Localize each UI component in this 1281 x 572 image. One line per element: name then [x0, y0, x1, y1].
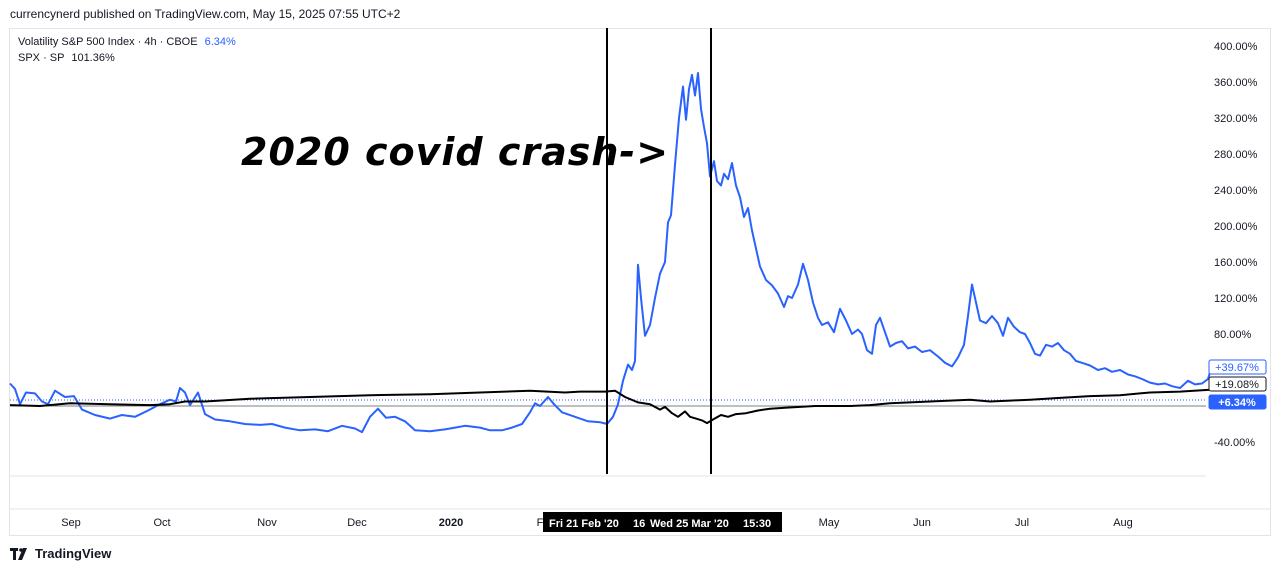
y-tick-label-3: 280.00% [1214, 149, 1258, 161]
legend-vix-label: Volatility S&P 500 Index · 4h · CBOE [18, 36, 198, 48]
price-scale: 400.00% 360.00% 320.00% 280.00% 240.00% 200.0… [1214, 41, 1258, 449]
y-tick-label-5: 200.00% [1214, 221, 1258, 233]
price-labels: +39.67% +19.08% +6.34% [1208, 359, 1267, 410]
price-label-box-0 [1208, 359, 1267, 375]
crosshair-date-labels: Fri 21 Feb '20 16 Wed 25 Mar '20 15:30 [549, 518, 771, 530]
legend-vix-value: 6.34% [204, 36, 236, 48]
crosshair-label-bg [543, 512, 782, 532]
crosshair-date-2: Wed 25 Mar '20 [650, 518, 729, 530]
chart-annotation: 2020 covid crash-> [241, 130, 670, 174]
x-tick-label-1: Oct [153, 517, 170, 529]
x-tick-label-2: Nov [257, 517, 277, 529]
chart-frame [9, 28, 1271, 536]
x-tick-label-6: May [819, 517, 840, 529]
y-tick-label-0: 400.00% [1214, 41, 1258, 53]
x-tick-label-8: Jul [1015, 517, 1029, 529]
y-tick-label-9: -40.00% [1214, 437, 1255, 449]
month-labels: Sep Oct Nov Dec 2020 F May Jun Jul Aug [61, 517, 1133, 529]
y-tick-label-6: 160.00% [1214, 257, 1258, 269]
tradingview-logo-icon [10, 547, 27, 560]
x-tick-label-0: Sep [61, 517, 81, 529]
chart[interactable]: Sep Oct Nov Dec 2020 F May Jun Jul Aug 400.00% 360… [0, 0, 1281, 540]
x-tick-label-7: Jun [913, 517, 931, 529]
legend-vix[interactable]: Volatility S&P 500 Index · 4h · CBOE 6.3… [18, 36, 236, 48]
legend-spx[interactable]: SPX · SP 101.36% [18, 52, 115, 64]
tradingview-logo-text: TradingView [35, 546, 112, 561]
x-tick-label-5: F [537, 517, 544, 529]
price-label-2: +6.34% [1218, 397, 1256, 409]
published-header: currencynerd published on TradingView.co… [10, 7, 401, 21]
price-label-0: +39.67% [1215, 362, 1259, 374]
y-tick-label-4: 240.00% [1214, 185, 1258, 197]
legend-spx-value: 101.36% [71, 52, 115, 64]
y-tick-label-1: 360.00% [1214, 77, 1258, 89]
price-label-box-1 [1208, 376, 1267, 392]
crosshair-date-0: Fri 21 Feb '20 [549, 518, 619, 530]
y-tick-label-8: 80.00% [1214, 329, 1252, 341]
price-label-1: +19.08% [1215, 379, 1259, 391]
x-tick-label-3: Dec [347, 517, 367, 529]
series-line-vix [9, 72, 1217, 434]
y-tick-label-2: 320.00% [1214, 113, 1258, 125]
legend-spx-label: SPX · SP [18, 52, 65, 64]
crosshair-date-1: 16 [633, 518, 645, 530]
tradingview-logo[interactable]: TradingView [10, 546, 111, 561]
x-tick-label-9: Aug [1113, 517, 1133, 529]
price-label-box-2 [1208, 394, 1267, 410]
x-tick-label-4: 2020 [439, 517, 463, 529]
crosshair-date-3: 15:30 [743, 518, 771, 530]
y-tick-label-7: 120.00% [1214, 293, 1258, 305]
series-line-spx [9, 387, 1217, 425]
